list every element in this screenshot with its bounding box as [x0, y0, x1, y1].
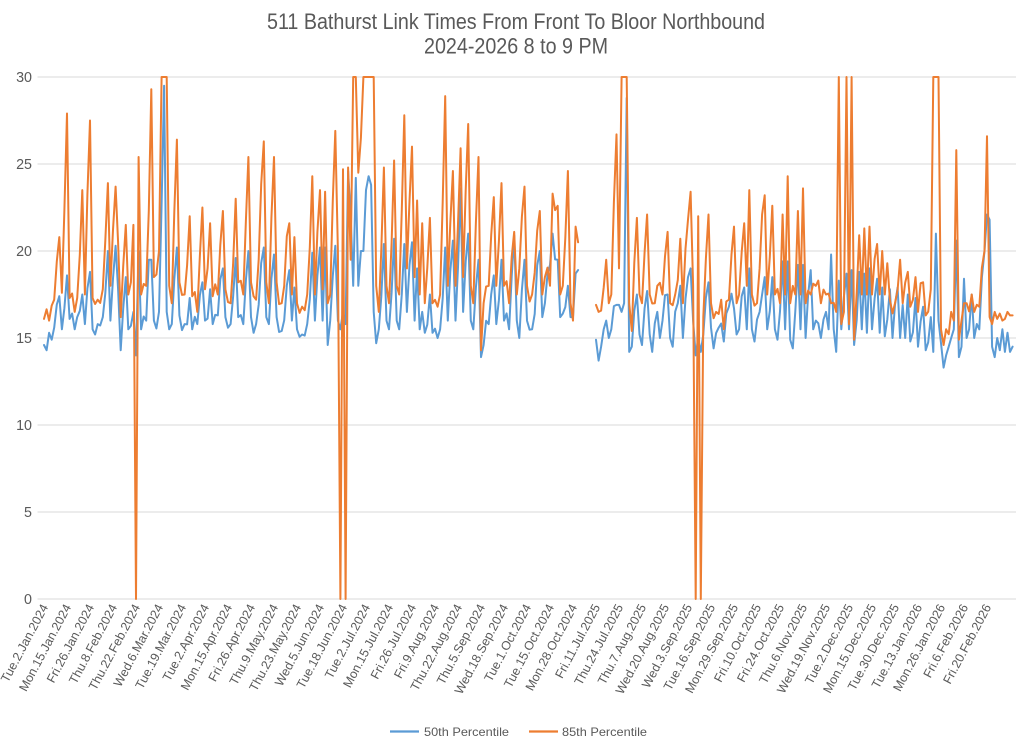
svg-text:10: 10 [16, 418, 32, 434]
svg-text:15: 15 [16, 331, 32, 347]
svg-text:50th Percentile: 50th Percentile [424, 725, 509, 739]
svg-text:25: 25 [16, 157, 32, 173]
svg-text:30: 30 [16, 70, 32, 86]
svg-text:511 Bathurst Link Times From F: 511 Bathurst Link Times From Front To Bl… [267, 9, 765, 34]
svg-text:85th Percentile: 85th Percentile [562, 725, 647, 739]
svg-text:20: 20 [16, 244, 32, 260]
svg-text:2024-2026 8 to 9 PM: 2024-2026 8 to 9 PM [424, 33, 608, 58]
svg-text:0: 0 [24, 592, 32, 608]
svg-text:5: 5 [24, 505, 32, 521]
